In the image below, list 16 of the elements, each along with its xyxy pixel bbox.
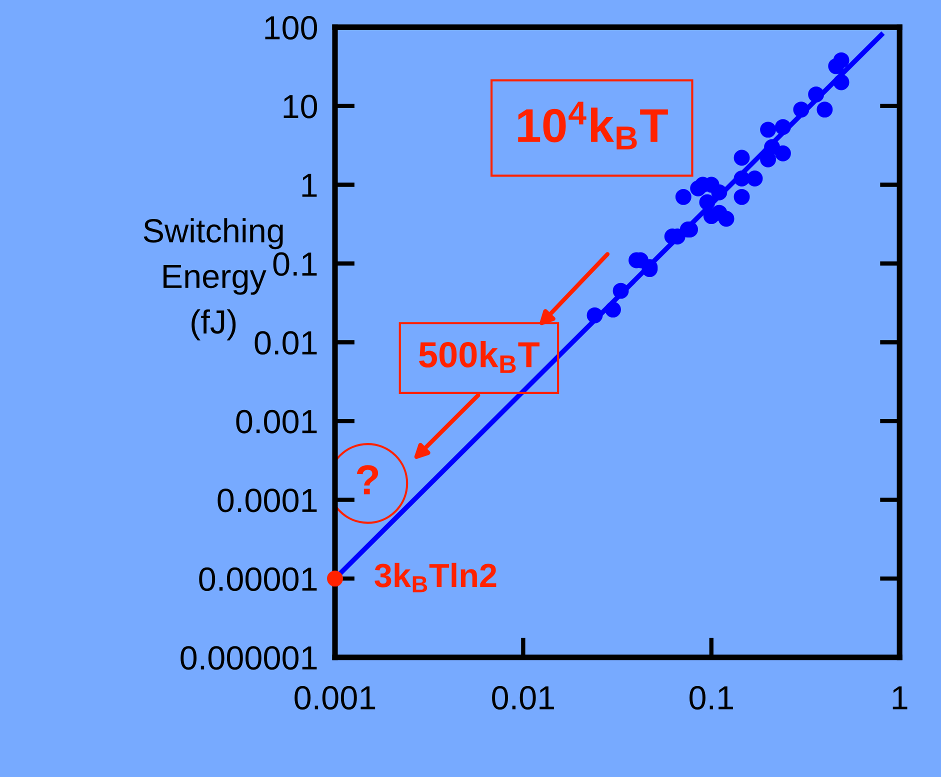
- y-tick-label: 10: [284, 94, 318, 118]
- x-tick-label: 1: [892, 686, 908, 710]
- x-tick-label: 0.01: [492, 686, 554, 710]
- annotation: 3k$_{B}$Tln2: [374, 562, 496, 592]
- annotation: 500k$_{B}$T: [419, 341, 540, 373]
- annotation: 10$^{4}$k$_{B}$T: [518, 102, 668, 150]
- y-tick-label: 0.00001: [199, 567, 317, 591]
- y-tick-label: 0.001: [236, 410, 317, 434]
- y-tick-label: 0.1: [273, 252, 317, 276]
- x-tick-label: 0.1: [690, 686, 733, 710]
- annotation: ?: [356, 465, 378, 494]
- y-tick-label: 100: [265, 16, 318, 40]
- y-tick-label: 0.000001: [180, 646, 317, 670]
- y-tick-label: 0.0001: [218, 488, 317, 512]
- y-tick-label: 1: [302, 174, 317, 197]
- y-tick-label: 0.01: [254, 331, 317, 355]
